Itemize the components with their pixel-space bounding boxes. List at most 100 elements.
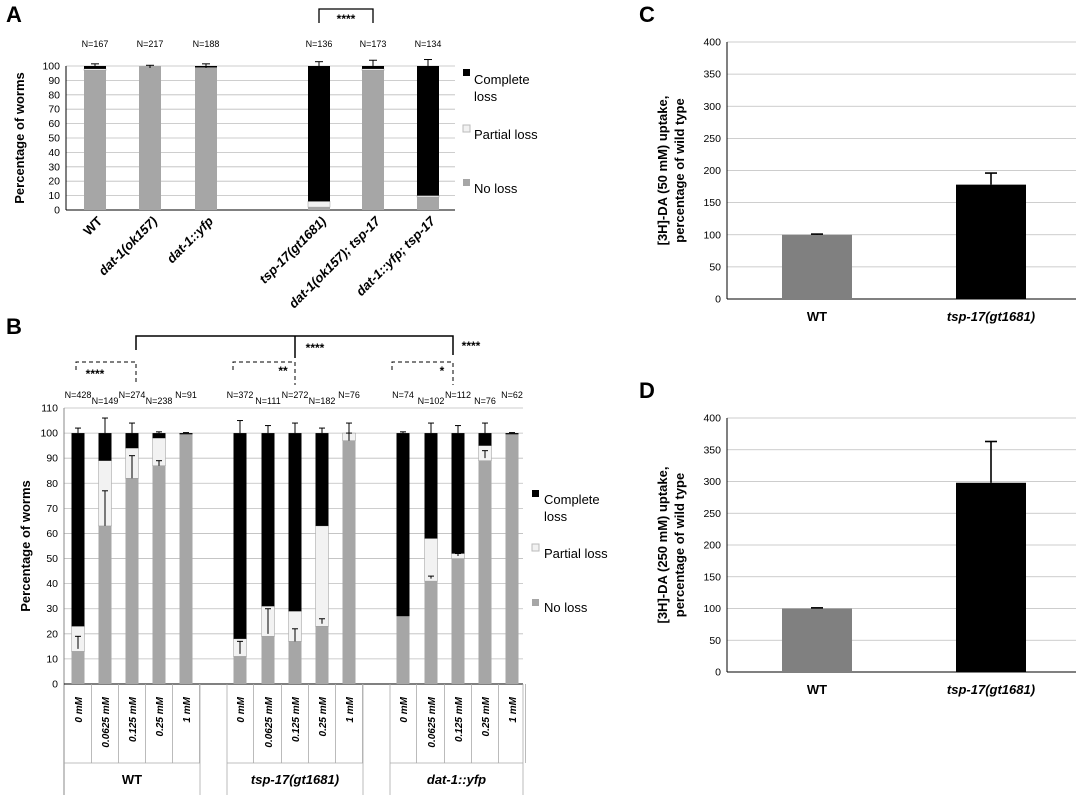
y-tick-label: 60 xyxy=(46,528,58,540)
y-tick-label: 200 xyxy=(703,540,721,552)
y-tick-label: 70 xyxy=(46,503,58,515)
bar-segment xyxy=(451,558,465,684)
bar-segment xyxy=(152,433,166,439)
y-tick-label: 150 xyxy=(703,571,721,583)
n-label: N=149 xyxy=(92,396,119,406)
y-tick-label: 50 xyxy=(48,133,60,145)
concentration-label: 0.0625 mM xyxy=(101,696,112,747)
bar-segment xyxy=(417,66,439,196)
bar-segment xyxy=(307,201,331,208)
x-category-label: WT xyxy=(807,682,827,697)
bar-segment xyxy=(396,616,410,684)
concentration-label: 0 mM xyxy=(236,696,247,722)
n-label: N=173 xyxy=(360,39,387,49)
y-tick-label: 100 xyxy=(703,229,721,241)
panel-letter-b: B xyxy=(6,314,22,339)
legend-swatch xyxy=(532,490,539,497)
x-category-label: tsp-17(gt1681) xyxy=(947,309,1035,324)
group-label: WT xyxy=(122,772,142,787)
concentration-label: 0.25 mM xyxy=(318,696,329,736)
concentration-label: 0 mM xyxy=(399,696,410,722)
y-axis-title: Percentage of worms xyxy=(12,72,27,204)
bar-segment xyxy=(361,68,385,71)
legend-swatch xyxy=(531,543,540,552)
n-label: N=91 xyxy=(175,390,197,400)
y-tick-label: 300 xyxy=(703,476,721,488)
bar-segment xyxy=(139,66,161,210)
bar-segment xyxy=(451,433,465,554)
legend-swatch xyxy=(463,69,470,76)
bar-segment xyxy=(261,636,275,684)
y-tick-label: 30 xyxy=(46,603,58,615)
y-tick-label: 100 xyxy=(42,61,60,73)
n-label: N=372 xyxy=(227,390,254,400)
concentration-label: 0 mM xyxy=(74,696,85,722)
y-axis-title: [3H]-DA (250 mM) uptake, xyxy=(655,467,670,624)
concentration-label: 1 mM xyxy=(345,696,356,722)
bar-segment xyxy=(396,433,410,617)
y-tick-label: 80 xyxy=(46,478,58,490)
n-label: N=238 xyxy=(146,396,173,406)
bar-segment xyxy=(179,434,193,684)
x-category-label: dat-1::yfp xyxy=(164,213,217,266)
bar-segment xyxy=(98,525,112,684)
bar-segment xyxy=(152,465,166,684)
legend-label: No loss xyxy=(544,600,588,615)
y-tick-label: 50 xyxy=(46,553,58,565)
y-tick-label: 100 xyxy=(40,428,58,440)
n-label: N=188 xyxy=(193,39,220,49)
y-tick-label: 100 xyxy=(703,603,721,615)
bar-segment xyxy=(315,525,329,627)
y-tick-label: 20 xyxy=(46,628,58,640)
legend-label: loss xyxy=(544,509,568,524)
bar-segment xyxy=(308,207,330,210)
bar-segment xyxy=(505,433,519,435)
bar-segment xyxy=(98,433,112,461)
y-tick-label: 0 xyxy=(54,205,60,217)
bar-segment xyxy=(179,433,193,435)
bar xyxy=(956,184,1026,299)
y-tick-label: 0 xyxy=(52,679,58,691)
y-tick-label: 250 xyxy=(703,133,721,145)
y-tick-label: 90 xyxy=(46,453,58,465)
concentration-label: 0.0625 mM xyxy=(264,696,275,747)
group-label: tsp-17(gt1681) xyxy=(251,772,339,787)
n-label: N=134 xyxy=(415,39,442,49)
y-tick-label: 150 xyxy=(703,197,721,209)
y-tick-label: 350 xyxy=(703,444,721,456)
x-category-label: WT xyxy=(807,309,827,324)
legend-swatch xyxy=(532,599,539,606)
bar-segment xyxy=(233,433,247,639)
bar-segment xyxy=(288,433,302,612)
y-tick-label: 80 xyxy=(48,89,60,101)
y-tick-label: 30 xyxy=(48,161,60,173)
significance-label: **** xyxy=(306,341,325,355)
bar-segment xyxy=(416,195,440,198)
panel-a: A Percentage of worms 0 10 20 30 40 50 60 70 80 90 1… xyxy=(6,2,538,311)
significance-label: **** xyxy=(462,339,481,353)
bar-segment xyxy=(233,656,247,684)
y-tick-label: 0 xyxy=(715,667,721,679)
concentration-label: 1 mM xyxy=(508,696,519,722)
y-tick-label: 350 xyxy=(703,69,721,81)
bar-segment xyxy=(315,626,329,684)
n-label: N=182 xyxy=(309,396,336,406)
n-label: N=136 xyxy=(306,39,333,49)
y-tick-label: 60 xyxy=(48,118,60,130)
panel-c: C [3H]-DA (50 mM) uptake, percentage of wi… xyxy=(639,2,1076,324)
legend-label: Partial loss xyxy=(474,127,538,142)
bar-segment xyxy=(478,460,492,684)
significance-bracket-dashed xyxy=(232,361,296,385)
bar-segment xyxy=(71,651,85,684)
n-label: N=76 xyxy=(474,396,496,406)
y-axis-title: percentage of wild type xyxy=(672,98,687,242)
y-tick-label: 10 xyxy=(48,190,60,202)
y-tick-label: 20 xyxy=(48,176,60,188)
y-tick-label: 50 xyxy=(709,635,721,647)
bar-segment xyxy=(315,433,329,526)
y-axis-title: [3H]-DA (50 mM) uptake, xyxy=(655,96,670,246)
y-tick-label: 70 xyxy=(48,104,60,116)
legend-swatch xyxy=(462,124,471,133)
bar-segment xyxy=(195,67,217,210)
